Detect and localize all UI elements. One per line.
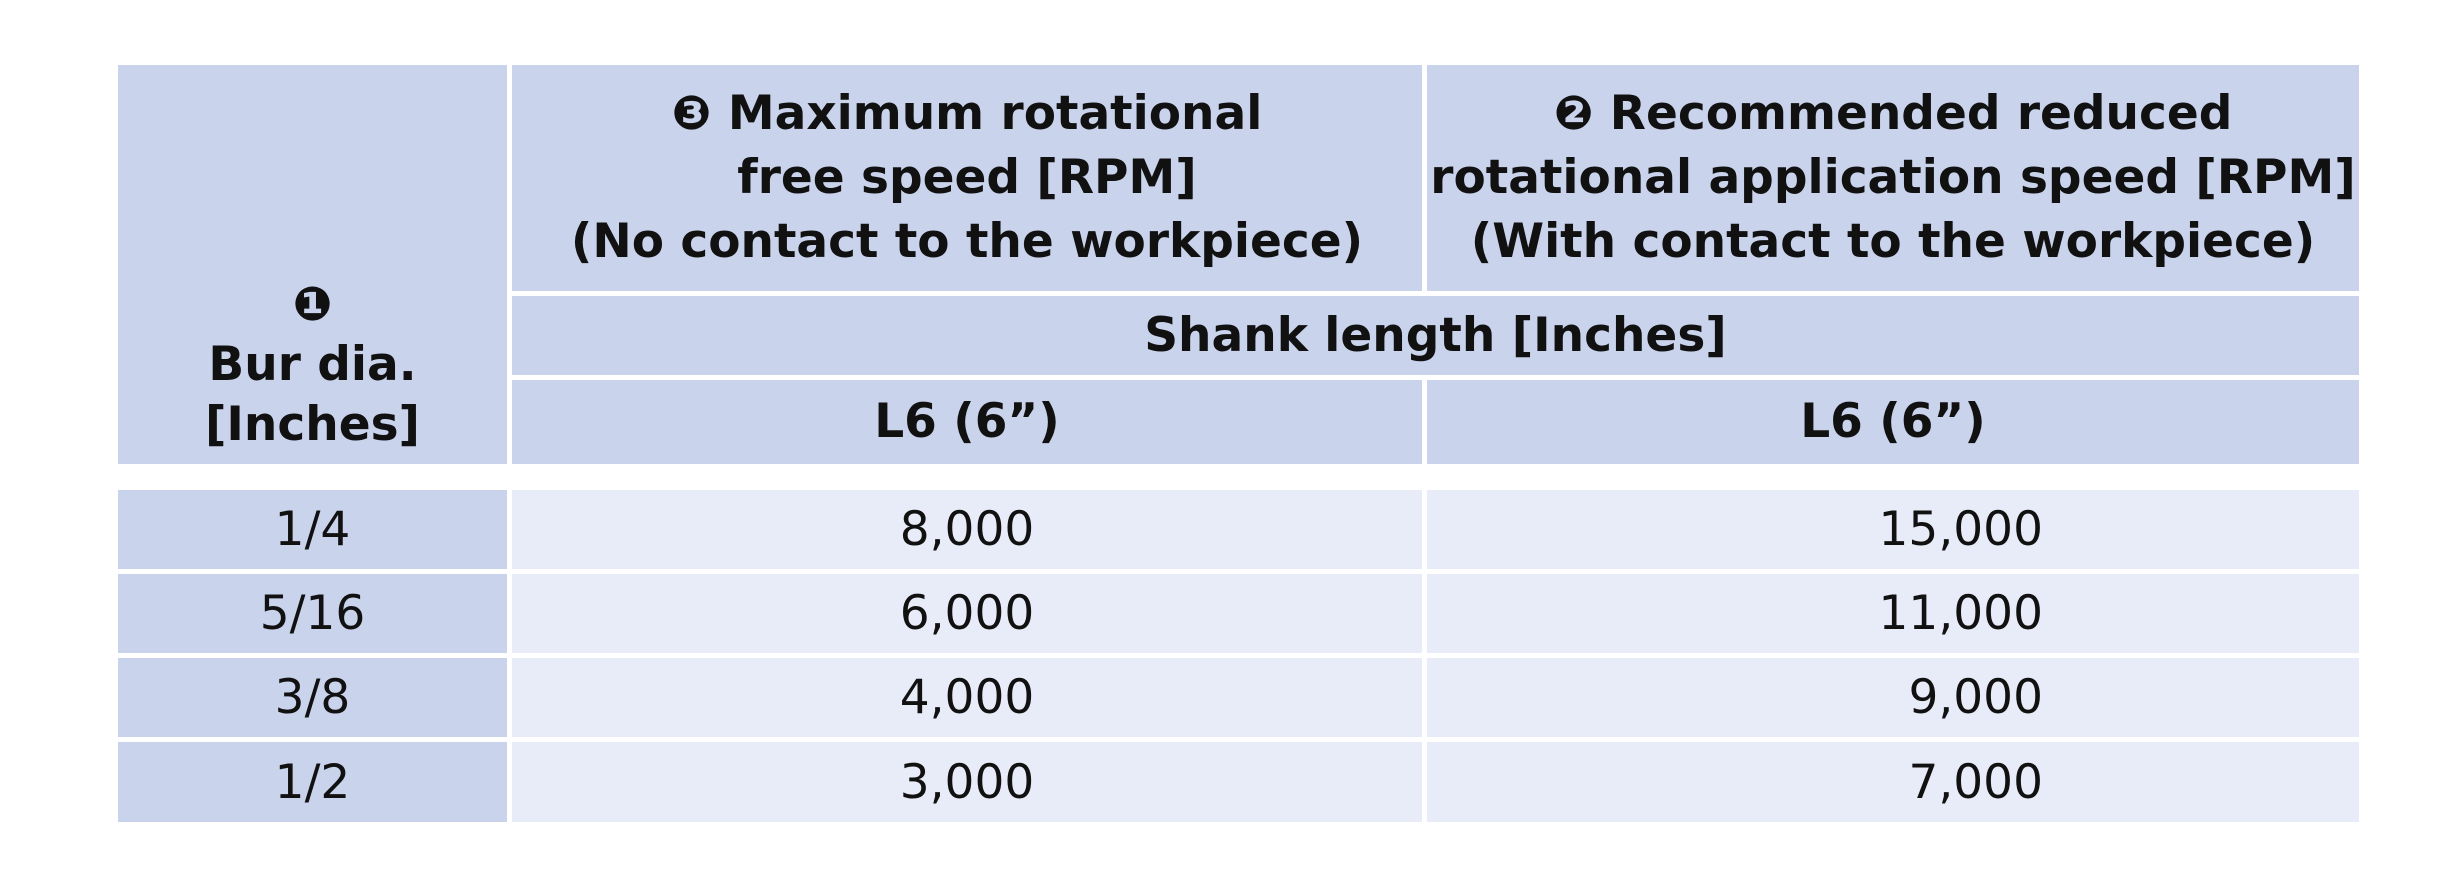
row-rec-speed: 7,000: [1427, 742, 2359, 822]
row-max-speed: 3,000: [512, 742, 1422, 822]
header-recommended-speed-line2: rotational application speed [RPM]: [1430, 150, 2356, 205]
header-max-speed-line3: (No contact to the workpiece): [570, 214, 1364, 269]
row-dia: 1/2: [118, 742, 507, 822]
marker-1-icon: ❶: [292, 276, 333, 332]
header-recommended-speed-line1: Recommended reduced: [1609, 86, 2233, 141]
header-bur-diameter-line1: Bur dia.: [208, 336, 417, 392]
header-bur-diameter: ❶ Bur dia. [Inches]: [118, 65, 507, 464]
row-dia: 5/16: [118, 574, 507, 653]
header-recommended-speed: ❷ Recommended reduced rotational applica…: [1427, 65, 2359, 291]
row-max-speed: 6,000: [512, 574, 1422, 653]
marker-2-icon: ❷: [1553, 86, 1594, 141]
header-max-speed-line1: Maximum rotational: [727, 86, 1263, 141]
row-rec-speed: 11,000: [1427, 574, 2359, 653]
row-dia: 1/4: [118, 490, 507, 569]
header-max-speed: ❸ Maximum rotational free speed [RPM] (N…: [512, 65, 1422, 291]
header-shank-length-label: Shank length [Inches]: [1144, 307, 1727, 363]
row-rec-speed: 9,000: [1427, 658, 2359, 737]
header-bur-diameter-line2: [Inches]: [204, 396, 421, 452]
row-dia: 3/8: [118, 658, 507, 737]
row-rec-speed: 15,000: [1427, 490, 2359, 569]
header-max-speed-line2: free speed [RPM]: [737, 150, 1197, 205]
marker-3-icon: ❸: [671, 86, 712, 141]
row-max-speed: 8,000: [512, 490, 1422, 569]
header-shank-length: Shank length [Inches]: [512, 296, 2359, 375]
subheader-rec-l6: L6 (6”): [1427, 380, 2359, 464]
subheader-max-l6: L6 (6”): [512, 380, 1422, 464]
header-recommended-speed-line3: (With contact to the workpiece): [1470, 214, 2316, 269]
row-max-speed: 4,000: [512, 658, 1422, 737]
